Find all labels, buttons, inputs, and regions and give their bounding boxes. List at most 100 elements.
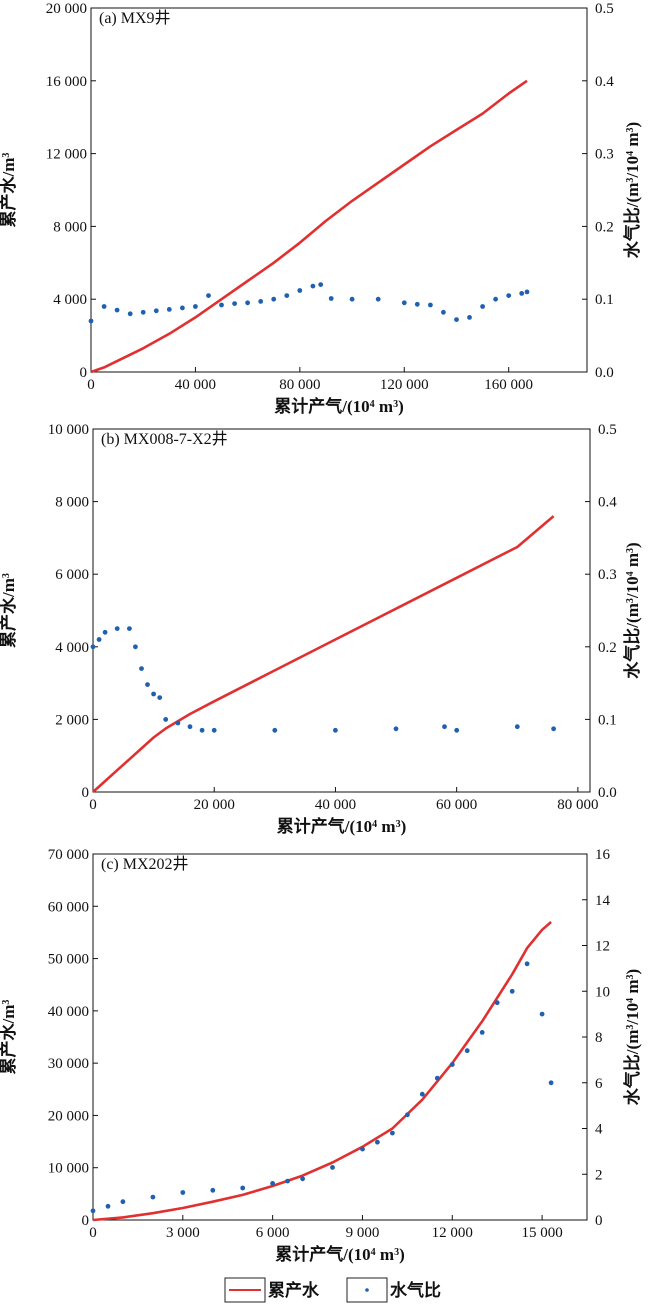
legend-label-cum-water: 累产水 (268, 1280, 320, 1300)
series-point-water-gas-ratio (127, 311, 133, 317)
legend-label-water-gas-ratio: 水气比 (390, 1280, 441, 1300)
series-point-water-gas-ratio (284, 293, 290, 298)
series-point-water-gas-ratio (519, 291, 525, 296)
chart-panel-c: 0 3 000 6 000 9 000 12 000 15 000 0 10 000 20 00… (0, 847, 642, 1264)
series-point-water-gas-ratio (258, 299, 264, 304)
chart-panel-a: 0 40 000 80 000 120 000 160 000 0 4 000 8 000 12… (0, 1, 642, 416)
series-point-water-gas-ratio (480, 304, 485, 309)
y-right-tick-label: 0.4 (598, 495, 617, 511)
series-point-water-gas-ratio (271, 296, 277, 302)
series-point-water-gas-ratio (175, 720, 181, 726)
series-point-water-gas-ratio (187, 724, 193, 730)
series-point-water-gas-ratio (506, 293, 512, 298)
x-tick-label: 80 000 (279, 377, 320, 393)
series-point-water-gas-ratio (153, 308, 159, 314)
series-point-water-gas-ratio (140, 309, 146, 315)
x-tick-label: 40 000 (175, 377, 216, 393)
series-point-water-gas-ratio (285, 1178, 290, 1184)
series-point-water-gas-ratio (524, 961, 530, 967)
y-right-tick-label: 16 (595, 847, 611, 863)
x-tick-label: 160 000 (484, 377, 533, 393)
y-right-axis-label: 水气比/(m3/104 m3) (622, 969, 642, 1105)
y-right-axis-label: 水气比/(m3/104 m3) (622, 122, 642, 258)
series-point-water-gas-ratio (145, 682, 150, 687)
y-left-tick-label: 12 000 (46, 147, 87, 163)
plot-frame (90, 7, 588, 373)
y-left-tick-label: 4 000 (55, 640, 89, 656)
y-right-tick-label: 0.3 (598, 567, 617, 583)
series-point-water-gas-ratio (509, 988, 515, 994)
series-point-water-gas-ratio (419, 1091, 425, 1097)
y-right-axis-label: 水气比/(m3/104 m3) (622, 542, 642, 678)
y-right-tick-label: 6 (595, 1076, 603, 1092)
series-point-water-gas-ratio (375, 296, 381, 302)
series-point-water-gas-ratio (405, 1112, 410, 1118)
series-point-water-gas-ratio (310, 283, 316, 289)
panel-title-a: (a) MX9井 (99, 9, 171, 27)
series-point-water-gas-ratio (467, 315, 472, 320)
y-left-tick-label: 50 000 (48, 952, 89, 968)
y-left-tick-label: 20 000 (46, 1, 87, 17)
plot-frame (92, 853, 588, 1221)
series-point-water-gas-ratio (449, 1062, 455, 1067)
series-point-water-gas-ratio (166, 307, 172, 312)
series-point-water-gas-ratio (401, 300, 407, 306)
series-point-water-gas-ratio (414, 301, 420, 307)
series-point-water-gas-ratio (96, 637, 102, 642)
y-left-axis-label: 累产水/m3 (0, 573, 18, 648)
series-point-water-gas-ratio (102, 629, 108, 635)
y-left-axis-label: 累产水/m3 (0, 1000, 18, 1075)
series-point-water-gas-ratio (454, 727, 460, 733)
series-point-water-gas-ratio (105, 1203, 111, 1209)
x-tick-label: 0 (87, 377, 95, 393)
y-right-tick-label: 4 (595, 1122, 603, 1138)
series-point-water-gas-ratio (333, 727, 338, 733)
y-right-tick-label: 0.0 (598, 785, 617, 801)
y-right-tick-label: 0.5 (595, 1, 614, 17)
series-line-cumulative-water (90, 79, 528, 374)
series-point-water-gas-ratio (494, 1000, 500, 1006)
series-point-water-gas-ratio (150, 1194, 156, 1200)
series-point-water-gas-ratio (163, 717, 169, 722)
y-right-tick-label: 10 (595, 984, 610, 1000)
x-tick-label: 6 000 (256, 1225, 290, 1241)
series-point-water-gas-ratio (157, 695, 163, 700)
series-point-water-gas-ratio (219, 302, 224, 308)
y-right-tick-label: 12 (595, 939, 610, 955)
series-point-water-gas-ratio (101, 304, 107, 309)
series-point-water-gas-ratio (210, 1187, 216, 1193)
y-right-tick-label: 0.2 (595, 219, 614, 235)
legend-dot-key (365, 1288, 369, 1292)
legend: 累产水 水气比 (224, 1277, 441, 1303)
series-point-water-gas-ratio (330, 1165, 335, 1170)
series-point-water-gas-ratio (349, 296, 355, 302)
x-tick-label: 0 (89, 1225, 97, 1241)
y-right-tick-label: 2 (595, 1167, 603, 1183)
series-point-water-gas-ratio (297, 288, 303, 293)
y-left-tick-label: 0 (82, 785, 90, 801)
y-right-tick-label: 8 (595, 1030, 603, 1046)
panel-title-b: (b) MX008-7-X2井 (101, 430, 228, 448)
series-point-water-gas-ratio (245, 300, 251, 306)
series-point-water-gas-ratio (428, 302, 433, 308)
x-tick-label: 20 000 (194, 797, 235, 813)
series-line-cumulative-water (92, 515, 555, 793)
x-tick-label: 120 000 (380, 377, 429, 393)
series-point-water-gas-ratio (454, 317, 459, 322)
y-left-tick-label: 70 000 (48, 847, 89, 863)
x-tick-label: 60 000 (436, 797, 477, 813)
x-tick-label: 3 000 (166, 1225, 200, 1241)
series-point-water-gas-ratio (232, 301, 238, 306)
y-right-tick-label: 0.1 (595, 292, 614, 308)
x-tick-label: 0 (89, 797, 97, 813)
y-left-tick-label: 2 000 (55, 712, 89, 728)
series-point-water-gas-ratio (199, 727, 205, 733)
series-point-water-gas-ratio (539, 1011, 545, 1017)
y-left-tick-label: 0 (80, 365, 88, 381)
series-point-water-gas-ratio (114, 626, 120, 631)
y-left-tick-label: 8 000 (55, 495, 89, 511)
series-point-water-gas-ratio (390, 1130, 395, 1136)
y-right-tick-label: 0.0 (595, 365, 614, 381)
series-point-water-gas-ratio (206, 293, 211, 298)
series-point-water-gas-ratio (464, 1048, 470, 1054)
